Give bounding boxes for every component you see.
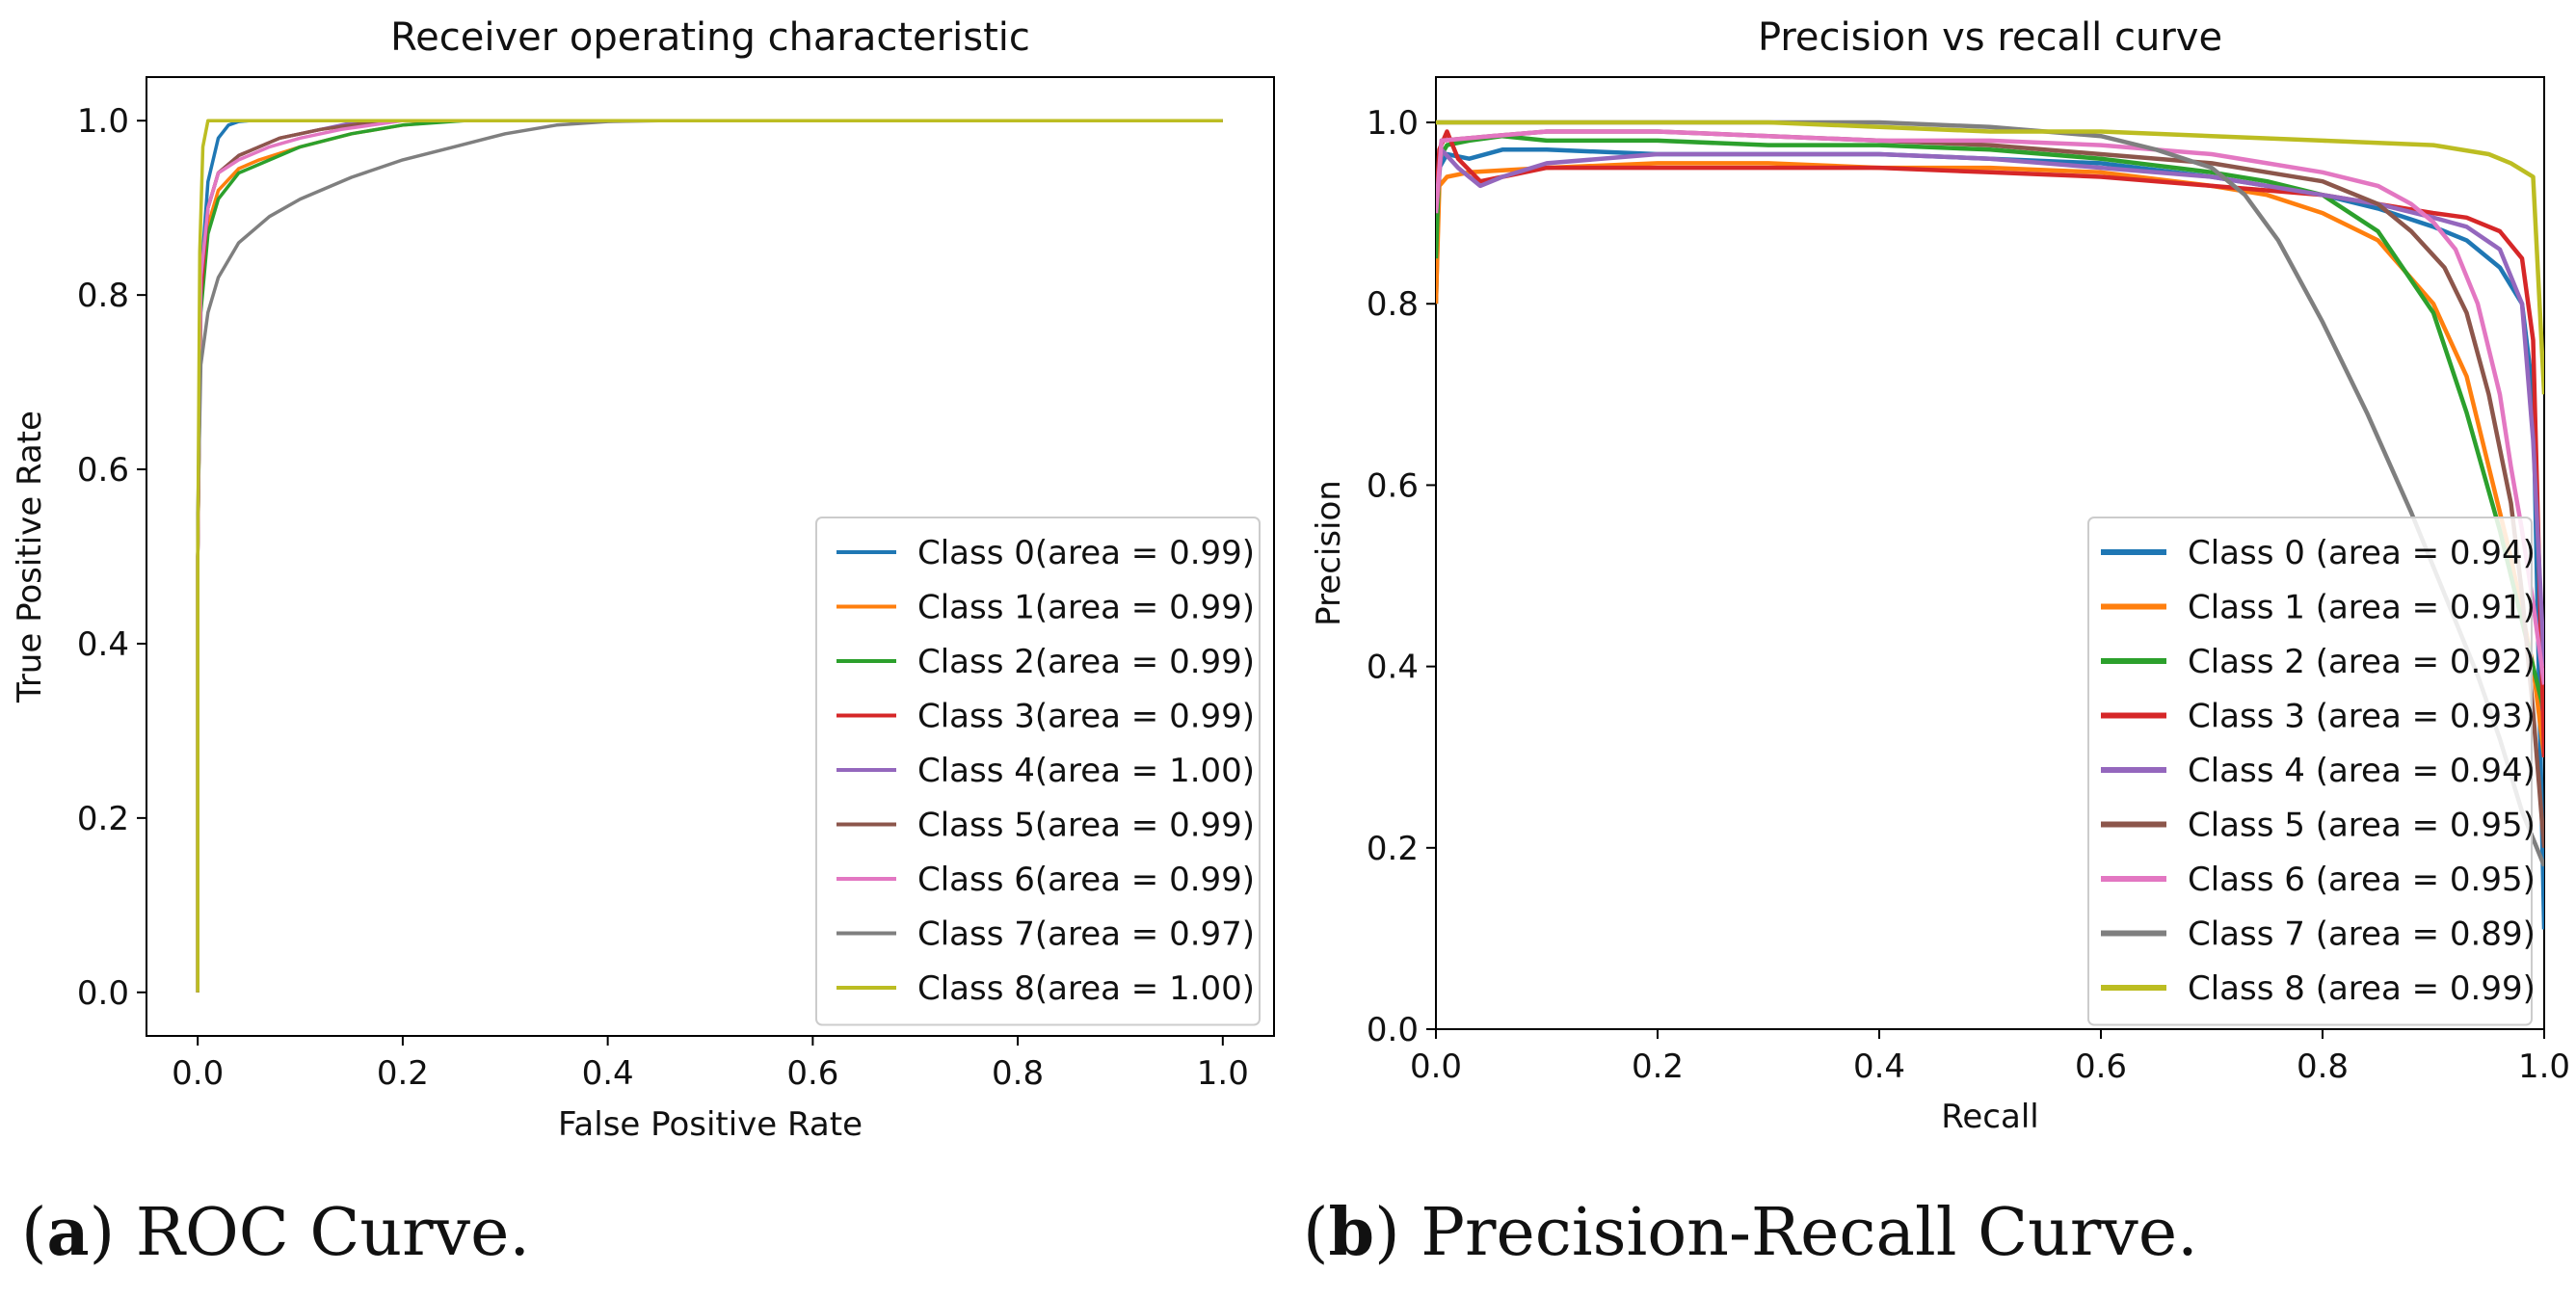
legend-label-class-1: Class 1 (area = 0.91) — [2188, 589, 2536, 627]
legend-label-class-7: Class 7(area = 0.97) — [917, 915, 1255, 954]
series-line-class-3 — [1436, 129, 2544, 757]
x-tick-label: 0.4 — [582, 1054, 634, 1093]
x-tick-label: 0.6 — [786, 1054, 838, 1093]
legend-label-class-4: Class 4(area = 1.00) — [917, 752, 1255, 790]
y-tick-label: 0.8 — [1367, 285, 1419, 324]
legend-label-class-8: Class 8 (area = 0.99) — [2188, 969, 2536, 1008]
legend-box — [815, 517, 1261, 1026]
chart-title: Receiver operating characteristic — [390, 15, 1030, 60]
legend-label-class-6: Class 6(area = 0.99) — [917, 861, 1255, 899]
y-tick-label: 0.8 — [77, 277, 129, 315]
x-tick-label: 1.0 — [2518, 1047, 2570, 1086]
y-tick-label: 0.0 — [77, 974, 129, 1013]
x-tick-label: 0.8 — [992, 1054, 1044, 1093]
y-tick-label: 1.0 — [77, 102, 129, 141]
plot-frame — [146, 76, 1275, 1037]
caption-b-label: b — [1328, 1194, 1375, 1271]
x-tick-label: 0.2 — [1632, 1047, 1684, 1086]
y-tick-label: 0.4 — [77, 625, 129, 664]
series-line-class-8 — [1436, 119, 2544, 395]
x-axis-label: Recall — [1941, 1098, 2038, 1136]
x-tick-label: 0.4 — [1853, 1047, 1905, 1086]
caption-b-text: Precision-Recall Curve. — [1421, 1195, 2198, 1271]
legend-label-class-7: Class 7 (area = 0.89) — [2188, 915, 2536, 954]
y-tick-label: 0.6 — [1367, 466, 1419, 505]
legend-label-class-3: Class 3 (area = 0.93) — [2188, 698, 2536, 736]
x-axis-label: False Positive Rate — [558, 1105, 863, 1144]
plot-frame — [1435, 76, 2545, 1030]
caption-a-text: ROC Curve. — [135, 1195, 530, 1271]
legend-label-class-3: Class 3(area = 0.99) — [917, 698, 1255, 736]
x-tick-label: 0.8 — [2297, 1047, 2349, 1086]
legend-label-class-2: Class 2(area = 0.99) — [917, 643, 1255, 681]
series-line-class-1 — [1436, 161, 2544, 757]
legend-label-class-1: Class 1(area = 0.99) — [917, 589, 1255, 627]
chart-title: Precision vs recall curve — [1758, 15, 2222, 60]
legend-box — [2087, 517, 2533, 1026]
y-tick-label: 0.6 — [77, 451, 129, 490]
legend-label-class-4: Class 4 (area = 0.94) — [2188, 752, 2536, 790]
chart-0: Receiver operating characteristic 0.0 0.2 0… — [11, 15, 1275, 1144]
y-tick-label: 0.2 — [77, 800, 129, 838]
y-tick-label: 1.0 — [1367, 104, 1419, 143]
caption-a: (a) ROC Curve. — [21, 1194, 530, 1271]
y-tick-label: 0.0 — [1367, 1011, 1419, 1049]
legend-label-class-6: Class 6 (area = 0.95) — [2188, 861, 2536, 899]
series-group — [196, 119, 1223, 993]
chart-1: Precision vs recall curve 0.0 0.2 0.4 0.6 0.8… — [1310, 15, 2570, 1136]
x-tick-label: 0.2 — [377, 1054, 429, 1093]
x-tick-label: 0.0 — [172, 1054, 224, 1093]
legend-label-class-5: Class 5 (area = 0.95) — [2188, 807, 2536, 845]
series-line-class-0 — [1436, 147, 2544, 930]
series-line-class-8 — [196, 119, 1223, 993]
series-line-class-2 — [1436, 133, 2544, 713]
caption-b: (b) Precision-Recall Curve. — [1303, 1194, 2198, 1271]
series-line-class-6 — [1436, 129, 2544, 685]
legend-label-class-8: Class 8(area = 1.00) — [917, 969, 1255, 1008]
y-tick-label: 0.2 — [1367, 830, 1419, 868]
legend-label-class-0: Class 0 (area = 0.94) — [2188, 534, 2536, 572]
x-tick-label: 0.6 — [2075, 1047, 2127, 1086]
x-tick-label: 1.0 — [1197, 1054, 1249, 1093]
y-axis-label: True Positive Rate — [11, 411, 49, 703]
y-axis-label: Precision — [1310, 480, 1348, 626]
legend-label-class-0: Class 0(area = 0.99) — [917, 534, 1255, 572]
x-tick-label: 0.0 — [1410, 1047, 1462, 1086]
y-tick-label: 0.4 — [1367, 649, 1419, 687]
caption-a-label: a — [46, 1194, 90, 1271]
series-line-class-4 — [1436, 147, 2544, 667]
legend-label-class-2: Class 2 (area = 0.92) — [2188, 643, 2536, 681]
legend-label-class-5: Class 5(area = 0.99) — [917, 807, 1255, 845]
